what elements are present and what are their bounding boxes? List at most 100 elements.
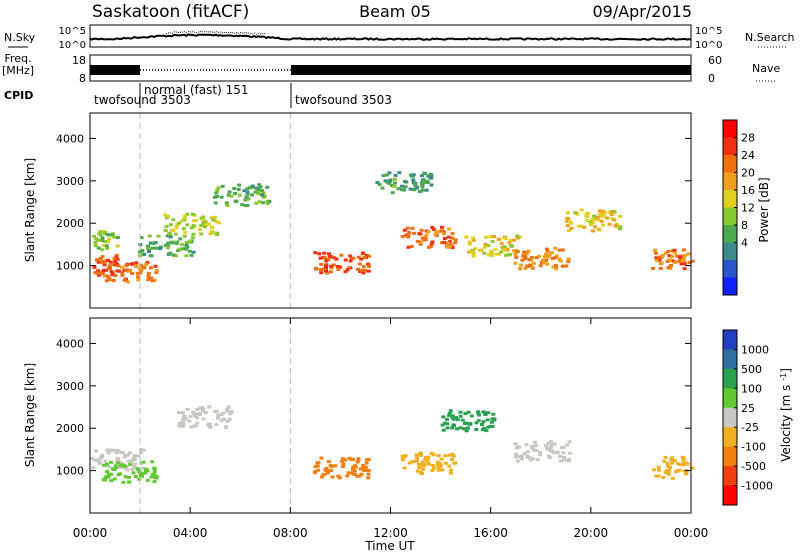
heatmap-cell (324, 259, 329, 263)
heatmap-cell (265, 202, 270, 205)
heatmap-cell (109, 466, 114, 470)
heatmap-cell (141, 460, 146, 464)
heatmap-cell (109, 449, 114, 453)
heatmap-cell (612, 210, 617, 214)
heatmap-cell (674, 469, 679, 473)
heatmap-cell (183, 415, 188, 419)
heatmap-cell (445, 417, 449, 421)
heatmap-cell (96, 269, 101, 273)
heatmap-cell (98, 230, 103, 234)
heatmap-cell (592, 214, 597, 218)
heatmap-cell (466, 410, 471, 414)
heatmap-cell (364, 461, 369, 465)
power-colorbar-swatch (723, 260, 737, 278)
heatmap-cell (383, 179, 388, 183)
heatmap-cell (129, 459, 134, 463)
heatmap-cell (340, 457, 345, 461)
heatmap-cell (149, 475, 154, 479)
heatmap-cell (121, 480, 126, 484)
velocity-y-axis: 1000 2000 3000 4000 (56, 337, 691, 478)
date-title: 09/Apr/2015 (592, 2, 692, 21)
heatmap-cell (145, 469, 150, 473)
heatmap-cell (490, 253, 495, 257)
power-colorbar-tick-label: 4 (741, 237, 748, 250)
heatmap-cell (115, 236, 120, 240)
heatmap-cell (414, 459, 419, 463)
heatmap-cell (245, 190, 250, 194)
heatmap-cell (681, 463, 686, 467)
heatmap-cell (560, 248, 565, 252)
heatmap-cell (662, 459, 667, 463)
heatmap-cell (329, 264, 334, 268)
heatmap-cell (139, 448, 144, 452)
heatmap-cell (546, 447, 551, 451)
heatmap-cell (431, 228, 436, 231)
heatmap-cell (418, 240, 423, 244)
heatmap-cell (408, 187, 413, 191)
heatmap-cell (106, 475, 110, 479)
heatmap-cell (108, 260, 113, 264)
heatmap-cell (232, 187, 237, 190)
heatmap-cell (150, 460, 155, 464)
heatmap-cell (613, 224, 618, 228)
heatmap-cell (336, 267, 341, 271)
heatmap-cell (469, 250, 474, 254)
heatmap-cell (188, 415, 193, 419)
heatmap-cell (524, 443, 529, 447)
heatmap-cell (91, 466, 96, 470)
x-tick-label: 12:00 (373, 526, 408, 540)
heatmap-cell (513, 251, 518, 255)
heatmap-cell (514, 255, 519, 259)
heatmap-cell (150, 246, 155, 250)
heatmap-cell (123, 475, 128, 479)
heatmap-cell (322, 267, 327, 271)
heatmap-cell (359, 472, 364, 476)
heatmap-cell (522, 250, 526, 254)
heatmap-cell (115, 257, 120, 261)
heatmap-cell (168, 235, 173, 239)
heatmap-cell (426, 455, 431, 459)
heatmap-cell (573, 211, 578, 215)
velocity-colorbar-tick-label: -25 (741, 421, 759, 434)
heatmap-cell (528, 458, 533, 462)
velocity-colorbar-tick-label: -500 (741, 460, 766, 473)
heatmap-cell (400, 184, 405, 188)
heatmap-cell (313, 251, 318, 255)
heatmap-cell (512, 249, 517, 253)
heatmap-cell (455, 427, 459, 431)
heatmap-cell (124, 268, 129, 272)
heatmap-cell (181, 418, 185, 422)
heatmap-cell (101, 478, 106, 482)
heatmap-cell (659, 261, 664, 265)
heatmap-cell (441, 428, 446, 432)
heatmap-cell (435, 460, 440, 464)
heatmap-cell (670, 461, 675, 465)
heatmap-cell (508, 238, 513, 242)
heatmap-cell (412, 188, 417, 192)
heatmap-cell (463, 412, 468, 416)
heatmap-cell (180, 424, 185, 428)
heatmap-cell (387, 171, 392, 175)
heatmap-cell (513, 442, 518, 446)
heatmap-cell (351, 256, 356, 260)
x-tick-label: 20:00 (574, 526, 609, 540)
heatmap-cell (576, 224, 581, 228)
heatmap-cell (221, 411, 226, 415)
heatmap-cell (140, 466, 145, 470)
heatmap-cell (585, 219, 590, 223)
heatmap-cell (415, 469, 420, 473)
heatmap-cell (684, 461, 689, 465)
heatmap-cell (128, 462, 133, 466)
heatmap-cell (154, 271, 159, 274)
heatmap-cell (447, 240, 452, 244)
heatmap-cell (184, 240, 189, 244)
nave-label: Nave (752, 62, 780, 75)
heatmap-cell (166, 241, 170, 245)
heatmap-cell (171, 253, 176, 257)
heatmap-cell (109, 270, 114, 274)
heatmap-cell (481, 410, 486, 414)
heatmap-cell (131, 464, 136, 468)
heatmap-cell (139, 264, 144, 268)
heatmap-cell (539, 261, 544, 265)
heatmap-cell (225, 204, 230, 207)
